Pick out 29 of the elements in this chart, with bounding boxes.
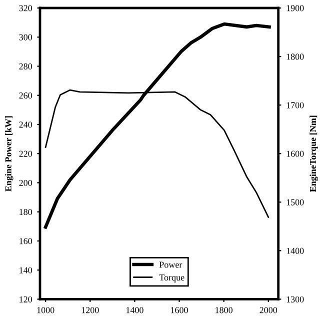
y2-axis-title: EngineTorque [Nm]	[310, 116, 318, 192]
y-tick-label: 300	[19, 34, 32, 40]
x-tick-label: 1800	[216, 307, 232, 314]
y-tick-label: 120	[20, 296, 32, 302]
y2-tick-label: 1500	[286, 199, 304, 206]
x-tick-label: 2000	[260, 307, 278, 314]
legend-label: Torque	[159, 274, 184, 282]
x-tick-label: 1200	[82, 307, 99, 314]
y-axis-title: Engine Power [kW]	[5, 116, 14, 192]
y-tick-label: 320	[19, 5, 32, 12]
y2-tick-label: 1800	[286, 54, 304, 60]
x-tick-label: 1600	[171, 307, 188, 314]
x-tick-label: 1400	[126, 307, 144, 314]
y-tick-label: 160	[20, 238, 32, 244]
line-series	[44, 22, 271, 229]
y-tick-label: 180	[20, 208, 32, 216]
y-tick-label: 220	[19, 150, 32, 157]
y-tick-label: 280	[19, 63, 32, 70]
y2-tick-label: 1600	[286, 150, 304, 157]
y2-tick-label: 1400	[286, 248, 304, 254]
y-tick-label: 260	[19, 92, 32, 99]
y-tick-label: 200	[19, 180, 32, 186]
legend-label: Power	[159, 262, 182, 268]
y-tick-label: 240	[19, 122, 32, 128]
y-tick-label: 140	[20, 267, 32, 274]
y2-tick-label: 1700	[286, 102, 304, 108]
x-tick-label: 1000	[37, 307, 54, 314]
y2-tick-label: 1900	[286, 5, 304, 12]
y2-tick-label: 1300	[286, 296, 304, 302]
